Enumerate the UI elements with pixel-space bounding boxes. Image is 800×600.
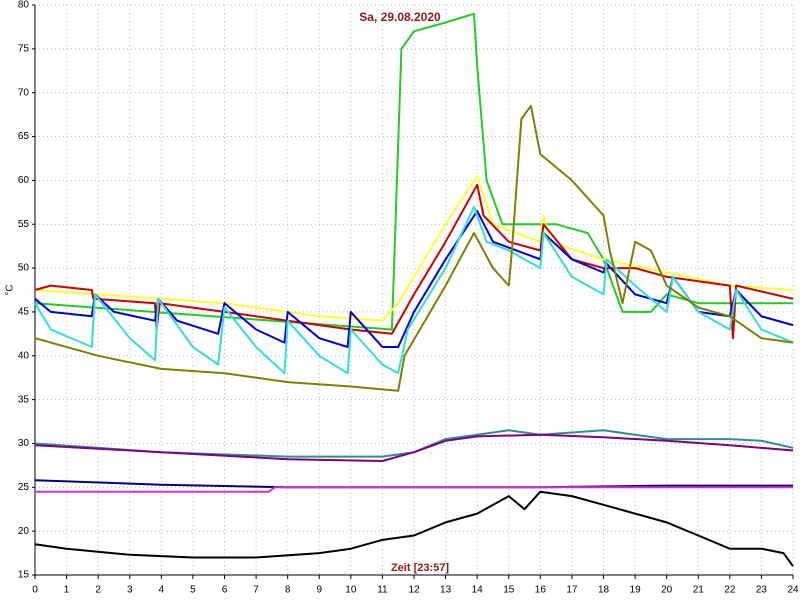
y-tick-label: 75	[18, 43, 30, 54]
series-line	[34, 433, 794, 462]
y-tick-label: 70	[18, 87, 30, 98]
y-tick-label: 40	[18, 350, 30, 361]
y-axis-label: °C	[5, 284, 16, 295]
x-tick-label: 0	[32, 585, 38, 596]
y-tick-label: 30	[18, 438, 30, 449]
x-tick-label: 3	[127, 585, 133, 596]
series-line	[34, 12, 793, 331]
y-tick-label: 50	[18, 263, 30, 274]
series-line	[34, 490, 794, 567]
x-tick-label: 6	[222, 585, 228, 596]
x-tick-label: 23	[756, 585, 768, 596]
y-tick-label: 80	[18, 0, 30, 11]
series-line	[34, 104, 794, 392]
x-tick-label: 15	[503, 585, 515, 596]
y-tick-label: 25	[18, 482, 30, 493]
x-tick-label: 22	[724, 585, 736, 596]
y-tick-label: 60	[18, 175, 30, 186]
chart-title: Sa, 29.08.2020	[359, 10, 441, 24]
x-tick-label: 9	[316, 585, 322, 596]
x-tick-label: 12	[408, 585, 420, 596]
x-tick-label: 14	[472, 585, 484, 596]
x-tick-label: 8	[285, 585, 291, 596]
x-tick-label: 16	[535, 585, 547, 596]
x-tick-label: 7	[253, 585, 259, 596]
x-tick-label: 1	[64, 585, 70, 596]
y-tick-label: 55	[18, 219, 30, 230]
x-tick-label: 20	[661, 585, 673, 596]
series-line	[34, 429, 794, 458]
x-tick-label: 2	[95, 585, 101, 596]
x-tick-label: 24	[787, 585, 799, 596]
y-tick-label: 35	[18, 394, 30, 405]
series-line	[34, 205, 794, 375]
x-tick-label: 18	[598, 585, 610, 596]
y-tick-label: 15	[18, 570, 30, 581]
x-axis-label: Zeit [23:57]	[391, 562, 449, 574]
x-tick-label: 5	[190, 585, 196, 596]
series-line	[34, 175, 794, 322]
x-tick-label: 21	[693, 585, 705, 596]
x-tick-label: 13	[440, 585, 452, 596]
x-tick-label: 11	[377, 585, 388, 596]
y-tick-label: 20	[18, 526, 30, 537]
x-tick-label: 19	[630, 585, 642, 596]
x-tick-label: 10	[345, 585, 357, 596]
series-line	[35, 486, 793, 493]
y-tick-label: 65	[18, 131, 30, 142]
x-tick-label: 17	[566, 585, 578, 596]
y-tick-label: 45	[18, 307, 30, 318]
x-tick-label: 4	[159, 585, 165, 596]
